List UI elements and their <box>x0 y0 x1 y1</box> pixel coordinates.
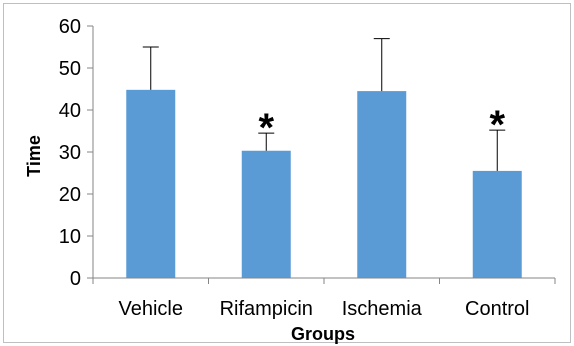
x-tick-label: Ischemia <box>342 298 423 320</box>
y-tick-label: 60 <box>59 16 81 38</box>
x-axis-ticks: Vehicle Rifampicin Ischemia Control <box>92 278 556 320</box>
significance-asterisk: * <box>489 103 505 147</box>
x-axis-title: Groups <box>291 324 355 344</box>
bar <box>241 150 291 278</box>
y-axis-title: Time <box>24 135 44 177</box>
y-tick-label: 40 <box>59 100 81 122</box>
y-tick-label: 10 <box>59 226 81 248</box>
y-tick-label: 0 <box>70 268 81 290</box>
y-axis-ticks: 0 10 20 30 40 50 60 <box>59 16 93 290</box>
y-tick-label: 50 <box>59 58 81 80</box>
bars <box>126 89 522 278</box>
x-tick-label: Rifampicin <box>220 298 313 320</box>
bar <box>126 89 176 278</box>
bar <box>357 91 407 278</box>
x-tick-label: Vehicle <box>119 298 184 320</box>
error-bars <box>142 38 506 171</box>
significance-marks: * * <box>258 103 505 150</box>
significance-asterisk: * <box>258 106 274 150</box>
bar <box>472 170 522 278</box>
x-tick-label: Control <box>465 298 529 320</box>
y-tick-label: 30 <box>59 142 81 164</box>
chart-frame <box>3 3 571 343</box>
y-tick-label: 20 <box>59 184 81 206</box>
